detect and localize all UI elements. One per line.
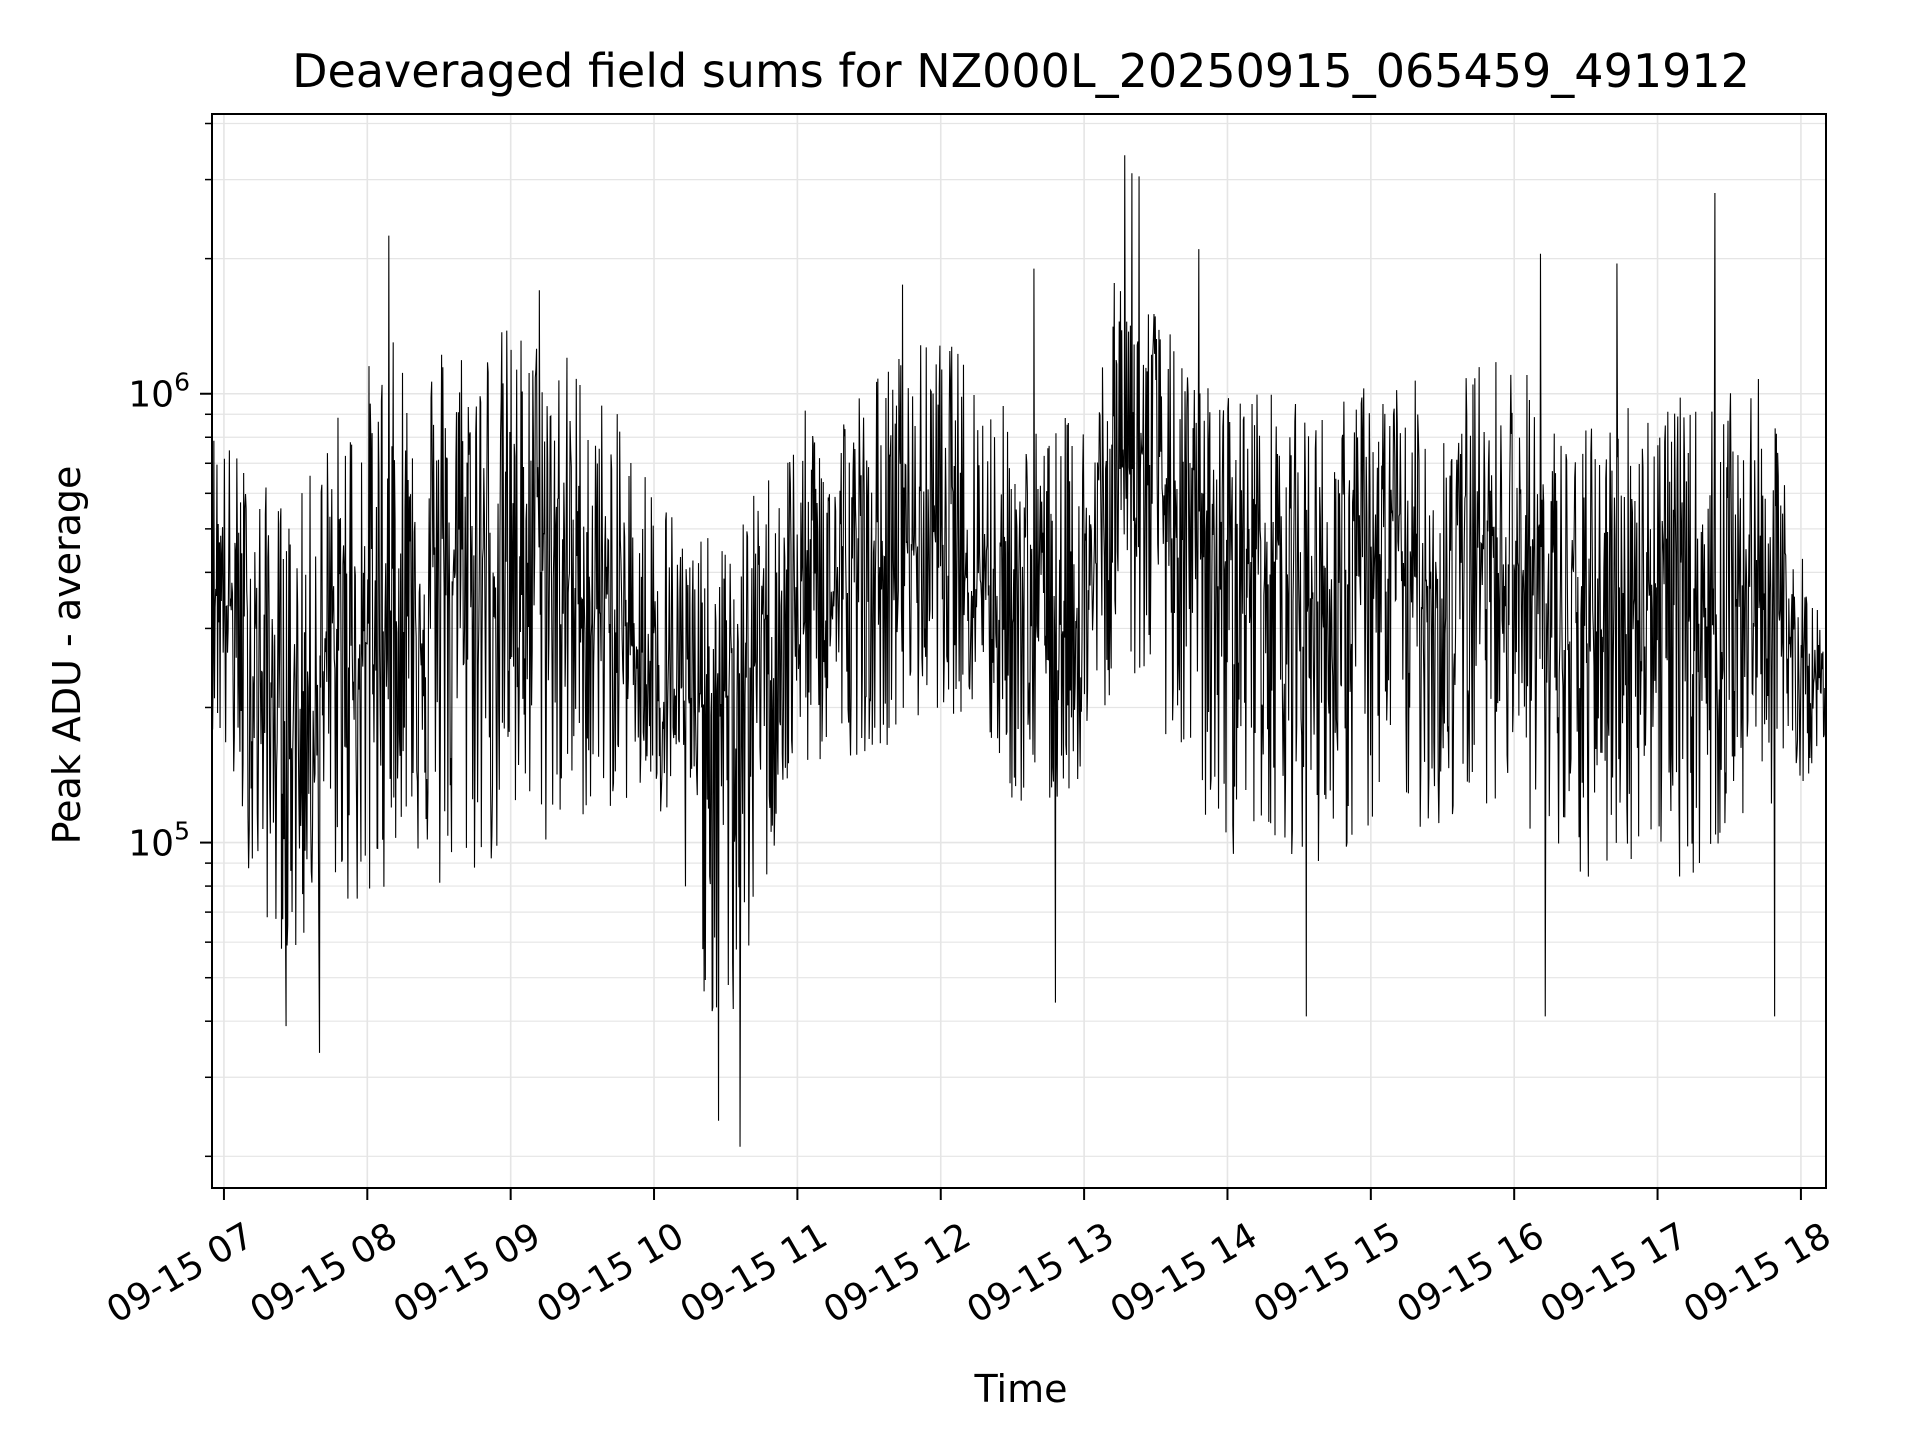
y-axis-label: Peak ADU - average [45, 466, 89, 845]
y-tick-label: 106 [128, 368, 190, 416]
y-axis-ticks: 105 106 [128, 122, 212, 1158]
chart-title: Deaveraged field sums for NZ000L_2025091… [292, 44, 1750, 98]
axes [211, 113, 1827, 1189]
x-axis-label: Time [974, 1367, 1068, 1411]
plot-area [211, 155, 1826, 1147]
y-tick-label: 105 [128, 817, 190, 865]
data-line [211, 155, 1826, 1147]
grid [212, 114, 1826, 1188]
axes-frame [211, 113, 1827, 1189]
